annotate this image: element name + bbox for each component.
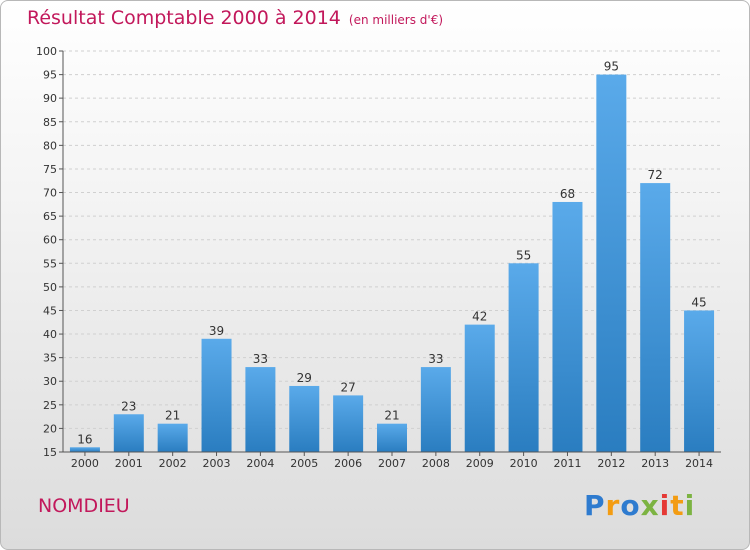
x-tick-label: 2008 xyxy=(422,457,450,470)
bar xyxy=(245,367,276,452)
x-tick-label: 2011 xyxy=(553,457,581,470)
y-tick-label: 50 xyxy=(43,281,57,294)
bar xyxy=(552,201,583,452)
value-label: 21 xyxy=(165,409,180,423)
y-tick-label: 30 xyxy=(43,375,57,388)
bar xyxy=(69,447,100,452)
y-tick-label: 25 xyxy=(43,399,57,412)
value-label: 21 xyxy=(384,409,399,423)
y-tick-label: 15 xyxy=(43,446,57,459)
location-name: NOMDIEU xyxy=(38,495,130,517)
logo-letter: i xyxy=(684,489,696,522)
y-tick-label: 45 xyxy=(43,304,57,317)
bar xyxy=(596,74,627,453)
bar xyxy=(377,423,407,452)
bar xyxy=(201,338,232,452)
value-labels: 16 23 21 39 33 29 27 21 33 42 55 68 95 72 45 xyxy=(77,60,706,447)
y-tick-label: 95 xyxy=(43,69,57,82)
value-label: 16 xyxy=(77,432,92,446)
x-tick-label: 2002 xyxy=(159,457,187,470)
y-tick-label: 55 xyxy=(43,257,57,270)
x-tick-label: 2004 xyxy=(246,457,274,470)
x-tick-label: 2010 xyxy=(510,457,538,470)
value-label: 72 xyxy=(648,168,663,182)
bars xyxy=(69,74,715,453)
bar xyxy=(640,183,671,452)
value-label: 33 xyxy=(428,352,443,366)
y-tick-label: 75 xyxy=(43,163,57,176)
bar xyxy=(289,385,320,452)
logo-letter: P xyxy=(584,489,606,522)
logo-letter: o xyxy=(620,489,641,522)
logo-letter: t xyxy=(670,489,685,522)
title-text: Résultat Comptable 2000 à 2014 xyxy=(27,7,341,29)
x-tick-label: 2000 xyxy=(71,457,99,470)
x-tick-label: 2006 xyxy=(334,457,362,470)
proxiti-logo: Proxiti xyxy=(584,489,695,522)
y-tick-label: 90 xyxy=(43,92,57,105)
bar xyxy=(113,414,144,452)
value-label: 68 xyxy=(560,187,575,201)
y-tick-label: 20 xyxy=(43,422,57,435)
value-label: 39 xyxy=(209,324,224,338)
y-tick-label: 40 xyxy=(43,328,57,341)
x-tick-label: 2014 xyxy=(685,457,713,470)
bar xyxy=(420,367,451,452)
logo-letter: x xyxy=(640,489,660,522)
x-tick-label: 2003 xyxy=(203,457,231,470)
y-tick-label: 65 xyxy=(43,210,57,223)
y-tick-label: 85 xyxy=(43,116,57,129)
logo-letter: i xyxy=(659,489,671,522)
value-label: 42 xyxy=(472,310,487,324)
value-label: 45 xyxy=(691,295,706,309)
bar xyxy=(333,395,364,452)
y-tick-label: 60 xyxy=(43,234,57,247)
bar xyxy=(508,263,539,452)
x-tick-label: 2007 xyxy=(378,457,406,470)
bar xyxy=(464,324,495,452)
x-tick-label: 2001 xyxy=(115,457,143,470)
value-label: 29 xyxy=(297,371,312,385)
bar xyxy=(684,310,715,452)
logo-letter: r xyxy=(605,489,621,522)
value-label: 95 xyxy=(604,60,619,74)
x-tick-label: 2013 xyxy=(641,457,669,470)
chart-subtitle: (en milliers d'€) xyxy=(348,13,444,27)
x-tick-label: 2009 xyxy=(466,457,494,470)
value-label: 55 xyxy=(516,248,531,262)
y-tick-label: 80 xyxy=(43,139,57,152)
y-tick-label: 70 xyxy=(43,187,57,200)
axes: 15 20 25 30 35 40 45 50 55 60 65 70 75 80 85 90 95 100 200… xyxy=(36,45,721,470)
y-tick-label: 100 xyxy=(36,45,57,58)
value-label: 23 xyxy=(121,399,136,413)
x-tick-label: 2005 xyxy=(290,457,318,470)
bar xyxy=(157,423,188,452)
chart-title: Résultat Comptable 2000 à 2014 (en millie… xyxy=(27,7,443,29)
value-label: 33 xyxy=(253,352,268,366)
y-tick-label: 35 xyxy=(43,352,57,365)
x-tick-label: 2012 xyxy=(597,457,625,470)
value-label: 27 xyxy=(340,380,355,394)
